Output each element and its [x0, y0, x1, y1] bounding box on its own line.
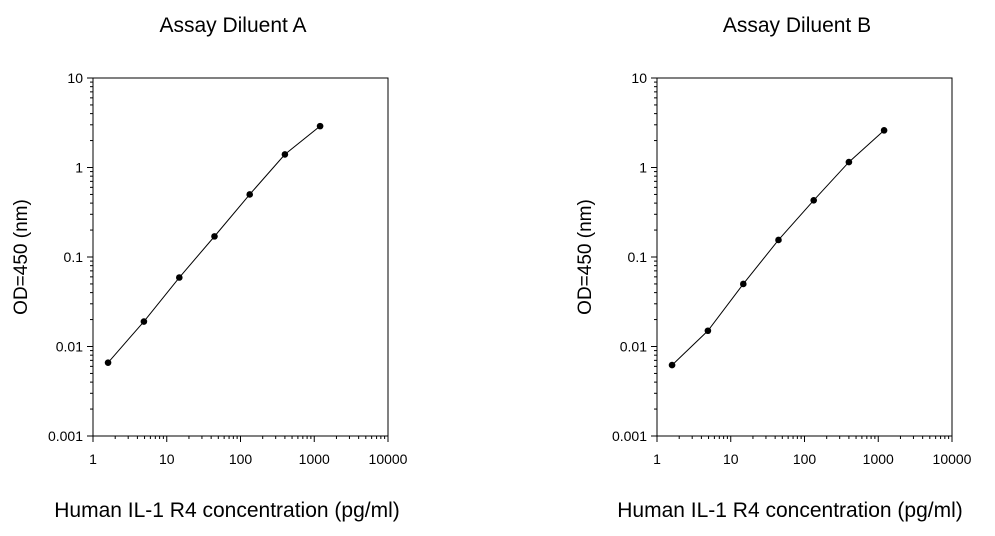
data-point: [810, 197, 818, 204]
plot-frame: [92, 77, 389, 437]
x-tick-label: 100: [793, 451, 817, 467]
y-tick-label: 1: [75, 160, 83, 176]
data-point: [704, 327, 712, 335]
x-axis-label: Human IL-1 R4 concentration (pg/ml): [54, 499, 400, 522]
series-line: [107, 125, 321, 363]
y-tick-label: 10: [631, 70, 647, 86]
data-point: [104, 359, 112, 366]
y-tick-label: 0.01: [56, 339, 83, 355]
y-axis-label: OD=450 (nm): [11, 199, 32, 315]
series-line: [671, 129, 885, 366]
y-tick-label: 0.01: [620, 339, 647, 355]
chart-title: Assay Diluent B: [723, 14, 871, 37]
x-tick-label: 1: [653, 451, 661, 467]
data-point: [668, 361, 676, 369]
data-point: [880, 127, 888, 134]
data-point: [176, 274, 183, 281]
plot-frame: [656, 77, 953, 437]
x-tick-label: 10: [159, 451, 175, 467]
y-tick-label: 0.1: [64, 249, 84, 265]
data-point: [281, 151, 289, 158]
y-tick-label: 0.001: [612, 428, 647, 444]
plot-area: 1 10 100 1000 10000 0.001 0.01 0.1 1 10: [612, 70, 972, 467]
data-point: [246, 191, 254, 198]
x-tick-label: 10: [723, 451, 739, 467]
y-tick-label: 1: [639, 160, 647, 176]
chart-title: Assay Diluent A: [159, 14, 306, 37]
y-axis-label: OD=450 (nm): [575, 199, 596, 315]
y-tick-label: 0.001: [48, 428, 83, 444]
chart-panel-a: Assay Diluent A OD=450 (nm) Human IL-1 R…: [11, 14, 408, 522]
x-tick-label: 1000: [299, 451, 330, 467]
x-tick-label: 10000: [369, 451, 408, 467]
plot-area: 1 10 100 1000 10000 0.001 0.01 0.1 1 10: [48, 70, 408, 467]
x-tick-label: 1000: [863, 451, 894, 467]
data-point: [140, 318, 148, 325]
data-point: [316, 122, 324, 130]
data-point: [845, 158, 853, 166]
y-tick-label: 0.1: [628, 249, 648, 265]
x-tick-label: 1: [89, 451, 97, 467]
x-tick-label: 10000: [933, 451, 972, 467]
x-tick-label: 100: [229, 451, 253, 467]
chart-panel-b: Assay Diluent B OD=450 (nm) Human IL-1 R…: [575, 14, 972, 522]
y-tick-label: 10: [67, 70, 83, 86]
data-point: [775, 236, 782, 244]
data-point: [740, 280, 747, 288]
x-axis-label: Human IL-1 R4 concentration (pg/ml): [617, 499, 963, 522]
data-point: [211, 233, 218, 240]
